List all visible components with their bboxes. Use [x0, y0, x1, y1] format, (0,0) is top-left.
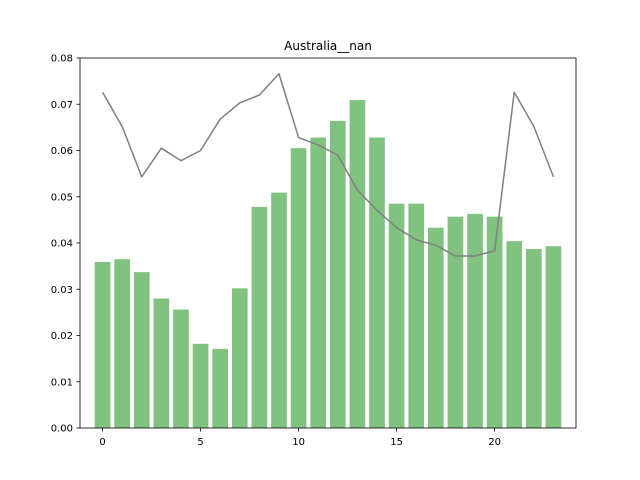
- bar-23: [545, 246, 562, 428]
- x-tick-label-10: 10: [292, 437, 305, 448]
- y-tick-label-3: 0.03: [51, 285, 73, 296]
- bar-2: [133, 272, 150, 428]
- bar-21: [506, 241, 523, 428]
- bar-5: [192, 343, 209, 428]
- bar-0: [94, 261, 111, 428]
- bar-15: [388, 203, 405, 428]
- bar-6: [212, 348, 229, 428]
- y-tick-label-4: 0.04: [51, 239, 73, 250]
- bar-3: [153, 298, 170, 428]
- line-series: [101, 72, 555, 257]
- bar-9: [271, 192, 287, 428]
- x-tick-label-0: 0: [99, 437, 105, 448]
- bar-4: [173, 309, 189, 428]
- bar-13: [349, 100, 366, 428]
- bar-10: [290, 148, 307, 428]
- bar-1: [114, 259, 130, 428]
- bar-19: [467, 213, 483, 428]
- bar-14: [369, 137, 385, 429]
- y-tick-label-5: 0.05: [51, 192, 73, 203]
- chart-title: Australia__nan: [284, 39, 372, 53]
- bar-11: [310, 137, 327, 429]
- bar-8: [251, 206, 268, 428]
- bar-series: [94, 100, 562, 429]
- y-tick-label-8: 0.08: [51, 54, 73, 65]
- bar-7: [231, 288, 248, 428]
- bar-18: [447, 216, 464, 428]
- series-line: [101, 72, 555, 257]
- bar-17: [427, 227, 444, 428]
- x-tick-label-15: 15: [390, 437, 403, 448]
- bar-12: [329, 120, 346, 429]
- y-tick-label-7: 0.07: [51, 100, 73, 111]
- bar-16: [408, 203, 425, 428]
- y-tick-label-6: 0.06: [51, 146, 73, 157]
- y-tick-label-0: 0.00: [51, 424, 73, 435]
- bar-22: [526, 249, 542, 428]
- bar-20: [486, 216, 503, 428]
- y-tick-label-2: 0.02: [51, 331, 73, 342]
- x-tick-label-5: 5: [197, 437, 203, 448]
- x-axis: 0 5 10 15 20: [99, 428, 501, 448]
- y-axis: 0.00 0.01 0.02 0.03 0.04 0.05 0.06 0.07 0.08: [51, 54, 80, 435]
- y-tick-label-1: 0.01: [51, 377, 73, 388]
- x-tick-label-20: 20: [488, 437, 501, 448]
